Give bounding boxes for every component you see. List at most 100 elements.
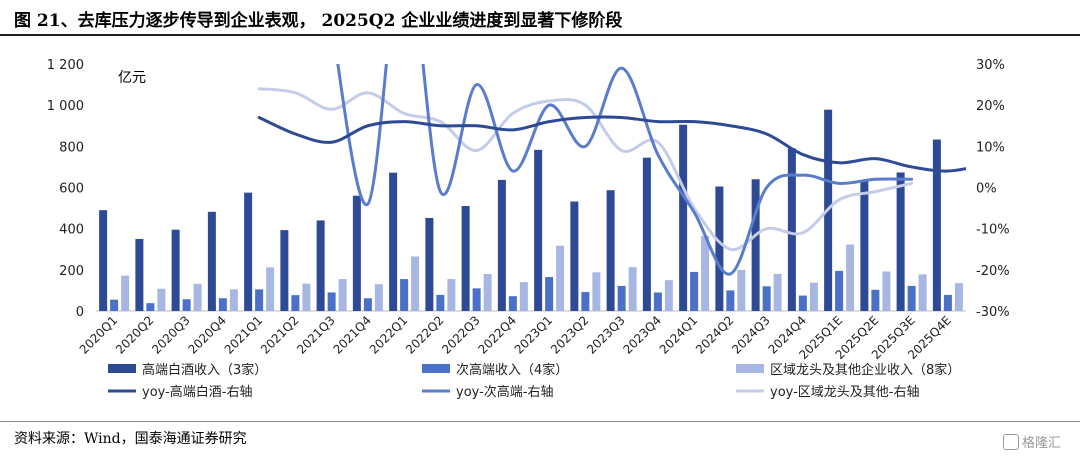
series-line	[336, 64, 914, 276]
bar	[121, 275, 130, 311]
bar	[954, 283, 963, 311]
bar	[690, 271, 699, 311]
x-tick-label: 2023Q4	[620, 313, 664, 357]
x-tick-label: 2022Q3	[439, 313, 483, 357]
bar	[882, 271, 891, 311]
right-axis: -30% -20% -10% 0% 10% 20% 30%	[976, 58, 1010, 320]
title-rule	[0, 34, 1080, 36]
bar	[182, 299, 191, 311]
bar	[400, 279, 409, 311]
bar	[943, 294, 952, 311]
legend-swatch	[108, 364, 136, 373]
bar	[762, 286, 771, 311]
bar	[896, 172, 905, 311]
bar	[291, 295, 300, 311]
legend-label: yoy-区域龙头及其他-右轴	[770, 385, 920, 400]
left-tick-label: 1 200	[47, 58, 84, 73]
bar	[316, 220, 325, 311]
bar	[737, 269, 746, 311]
bar	[871, 289, 880, 311]
right-tick-label: 20%	[976, 99, 1005, 114]
bar	[411, 256, 420, 311]
bar	[860, 180, 869, 311]
bar	[932, 139, 941, 311]
bar	[207, 211, 216, 311]
bar	[327, 292, 336, 311]
bar	[436, 294, 445, 311]
bar	[338, 279, 347, 311]
bar	[715, 186, 724, 311]
bar	[835, 270, 844, 311]
x-axis-labels: 2020Q12020Q22020Q32020Q42021Q12021Q22021…	[77, 313, 954, 362]
bar	[570, 201, 579, 311]
right-tick-label: -30%	[976, 305, 1010, 320]
unit-label: 亿元	[118, 70, 146, 86]
bar	[244, 192, 253, 311]
left-tick-label: 400	[59, 223, 84, 238]
x-tick-label: 2022Q4	[475, 313, 519, 357]
bar	[389, 172, 398, 311]
bar	[171, 229, 180, 311]
bar	[907, 285, 916, 311]
bar	[508, 296, 517, 311]
x-tick-label: 2021Q2	[258, 313, 302, 357]
legend: 高端白酒收入（3家） 次高端收入（4家） 区域龙头及其他企业收入（8家） yoy-高端…	[108, 362, 960, 400]
bar	[472, 288, 481, 311]
bar	[617, 285, 626, 311]
x-tick-label: 2021Q1	[222, 313, 266, 357]
bar	[363, 298, 372, 311]
x-tick-label: 2020Q4	[185, 313, 229, 357]
lines	[257, 64, 966, 276]
bar	[679, 124, 688, 312]
legend-label: 高端白酒收入（3家）	[142, 362, 267, 378]
bottom-rule	[0, 421, 1080, 422]
chart: 0 200 400 600 800 1 000 1 200 -30% -20% -10% 0% 10…	[47, 58, 1010, 400]
right-tick-label: 30%	[976, 58, 1005, 73]
watermark-logo-icon	[1003, 434, 1019, 450]
bar	[534, 149, 543, 311]
x-tick-label: 2022Q2	[403, 313, 447, 357]
bar	[193, 283, 202, 311]
right-tick-label: 10%	[976, 140, 1005, 155]
watermark-text: 格隆汇	[1022, 436, 1062, 451]
bar	[628, 267, 637, 311]
x-tick-label: 2021Q3	[294, 313, 338, 357]
bar	[773, 273, 782, 311]
x-tick-label: 2022Q1	[367, 313, 411, 357]
bar	[110, 299, 119, 311]
x-tick-label: 2020Q3	[149, 313, 193, 357]
bar	[146, 303, 155, 311]
x-tick-label: 2024Q1	[657, 313, 701, 357]
bar	[846, 244, 855, 311]
bar	[266, 267, 275, 311]
bar	[229, 289, 238, 311]
bar	[461, 206, 470, 311]
bar	[642, 157, 651, 311]
legend-label: yoy-次高端-右轴	[456, 384, 554, 400]
bar	[653, 292, 662, 311]
bar	[751, 179, 760, 311]
legend-swatch	[736, 364, 764, 373]
x-tick-label: 2020Q2	[113, 313, 157, 357]
watermark: 格隆汇	[1003, 432, 1061, 451]
left-tick-label: 800	[59, 140, 84, 155]
x-tick-label: 2021Q4	[330, 313, 374, 357]
x-tick-label: 2024Q3	[729, 313, 773, 357]
bar	[545, 277, 554, 311]
bar	[606, 190, 615, 311]
bar	[135, 238, 144, 311]
bar	[787, 148, 796, 311]
source-note: 资料来源：Wind，国泰海通证券研究	[14, 431, 247, 447]
bar	[157, 288, 166, 311]
legend-label: yoy-高端白酒-右轴	[142, 384, 253, 400]
bar	[218, 298, 227, 311]
bar	[483, 273, 492, 311]
bar	[581, 292, 590, 311]
left-tick-label: 200	[59, 264, 84, 279]
bar	[701, 235, 710, 311]
figure-title: 图 21、去库压力逐步传导到企业表观， 2025Q2 企业业绩进度到显著下修阶段	[14, 11, 623, 31]
bar	[592, 272, 601, 311]
x-tick-label: 2024Q2	[693, 313, 737, 357]
x-tick-label: 2023Q1	[512, 313, 556, 357]
left-tick-label: 1 000	[47, 99, 84, 114]
